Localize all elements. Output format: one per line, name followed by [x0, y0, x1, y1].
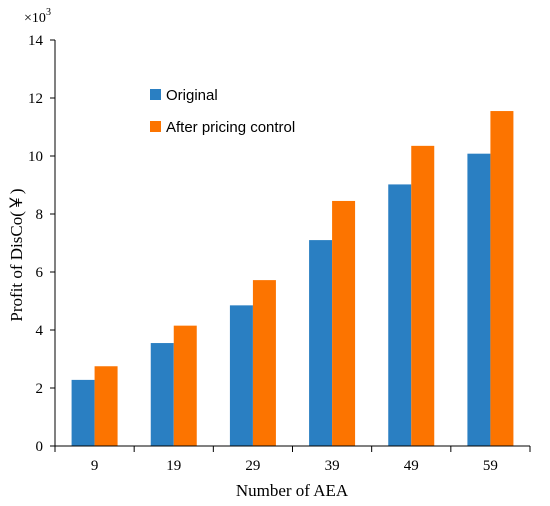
bar-after-pricing-control-29	[252, 280, 276, 446]
y-tick-label: 0	[36, 439, 44, 455]
y-tick-label: 12	[28, 91, 43, 107]
x-tick-label: 49	[404, 458, 419, 474]
y-tick-label: 2	[36, 381, 44, 397]
bar-after-pricing-control-39	[332, 200, 356, 446]
y-axis-title: Profit of DisCo(￥)	[7, 188, 26, 321]
x-axis-ticks: 9 19 29 39 49 59	[54, 446, 531, 474]
x-axis-title: Number of AEA	[236, 481, 349, 500]
bar-after-pricing-control-59	[490, 111, 514, 447]
bars-group	[71, 111, 514, 447]
y-tick-label: 6	[36, 265, 44, 281]
bar-original-19	[150, 343, 174, 446]
legend-label: After pricing control	[166, 119, 295, 136]
bar-after-pricing-control-19	[173, 325, 197, 446]
y-multiplier-exponent: 3	[46, 7, 51, 18]
bar-original-59	[467, 153, 491, 446]
y-tick-label: 10	[28, 149, 43, 165]
legend: Original After pricing control	[150, 87, 295, 136]
x-tick-label: 59	[483, 458, 498, 474]
legend-label: Original	[166, 87, 218, 104]
x-tick-label: 29	[245, 458, 260, 474]
x-tick-label: 39	[325, 458, 340, 474]
bar-original-49	[388, 184, 412, 447]
y-tick-label: 8	[36, 207, 44, 223]
legend-swatch	[150, 89, 161, 100]
bar-after-pricing-control-49	[411, 145, 435, 446]
bar-after-pricing-control-9	[94, 366, 118, 446]
legend-swatch	[150, 121, 161, 132]
bar-original-39	[309, 240, 333, 446]
y-multiplier-base: ×10	[24, 11, 46, 26]
x-tick-label: 19	[166, 458, 181, 474]
y-tick-label: 4	[36, 323, 44, 339]
bar-original-9	[71, 379, 95, 446]
y-tick-label: 14	[28, 33, 44, 49]
y-axis-ticks: 0 2 4 6 8 10 12 14	[28, 33, 55, 455]
x-tick-label: 9	[91, 458, 99, 474]
bar-original-29	[229, 305, 253, 446]
